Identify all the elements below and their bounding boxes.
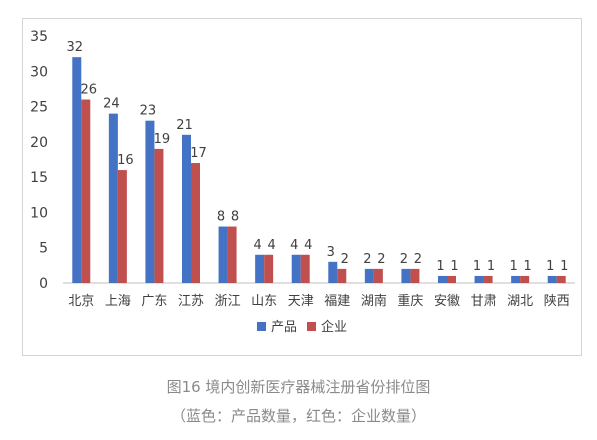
data-label: 3 (327, 245, 335, 260)
data-label: 1 (560, 259, 568, 274)
y-tick-label: 15 (30, 170, 48, 186)
figure-caption-note: （蓝色：产品数量，红色：企业数量） (170, 407, 426, 425)
bar-product (401, 268, 411, 283)
bar-product (218, 226, 228, 283)
data-label: 8 (231, 210, 239, 225)
bar-company (300, 254, 310, 283)
data-label: 1 (524, 259, 532, 274)
data-label: 23 (140, 104, 157, 119)
x-tick-label: 天津 (288, 294, 314, 309)
bar-company (264, 254, 274, 283)
data-label: 1 (546, 259, 554, 274)
bar-product (364, 268, 374, 283)
data-label: 2 (400, 252, 408, 267)
bar-company (191, 163, 200, 283)
data-label: 1 (487, 259, 495, 274)
x-tick-label: 安徽 (434, 294, 460, 309)
data-label: 1 (450, 259, 458, 274)
data-label: 21 (176, 118, 193, 133)
bar-product (72, 57, 82, 283)
x-tick-label: 浙江 (215, 294, 241, 309)
legend-label-company: 企业 (321, 319, 347, 335)
bar-product (547, 275, 557, 283)
y-tick-label: 25 (30, 100, 48, 116)
bar-company (117, 170, 127, 283)
data-label: 2 (363, 252, 371, 267)
legend-swatch-company (307, 322, 316, 331)
bar-product (474, 275, 484, 283)
x-tick-label: 湖南 (361, 293, 387, 309)
bar-product (511, 275, 521, 283)
bar-product (182, 134, 191, 283)
data-label: 17 (190, 146, 207, 161)
x-tick-label: 甘肃 (471, 294, 497, 309)
data-label: 32 (67, 40, 84, 55)
bar-company (227, 226, 237, 283)
bar-company (520, 275, 530, 283)
data-label: 26 (81, 83, 98, 98)
legend-label-product: 产品 (271, 320, 297, 335)
data-label: 8 (217, 210, 225, 225)
data-label: 1 (436, 259, 444, 274)
bar-company (81, 99, 91, 283)
data-label: 2 (414, 252, 422, 267)
x-tick-label: 北京 (68, 294, 94, 309)
x-tick-label: 江苏 (178, 293, 204, 309)
bar-company (410, 268, 420, 283)
y-tick-label: 5 (39, 241, 48, 257)
data-label: 4 (254, 238, 262, 253)
x-tick-label: 福建 (324, 294, 350, 309)
bar-product (108, 113, 118, 283)
bar-company (556, 275, 566, 283)
legend-swatch-product (257, 322, 266, 331)
bar-company (373, 268, 383, 283)
x-tick-label: 湖北 (507, 294, 533, 309)
x-tick-label: 重庆 (397, 293, 423, 309)
y-tick-label: 10 (30, 205, 48, 221)
bar-product (328, 261, 338, 283)
data-label: 1 (473, 259, 481, 274)
bar-product (145, 120, 155, 283)
data-label: 24 (103, 97, 120, 112)
bar-company (154, 148, 164, 283)
y-tick-label: 20 (30, 135, 48, 151)
x-tick-label: 山东 (251, 294, 277, 309)
y-tick-label: 35 (30, 29, 48, 45)
x-tick-label: 陕西 (544, 294, 570, 309)
chart-frame: 0 5 10 15 20 25 30 35 32 26 北京 24 16 上海 23 19 广东 21 17 江苏 8 8… (22, 18, 582, 356)
y-tick-label: 30 (30, 64, 48, 80)
data-label: 4 (304, 238, 312, 253)
data-label: 19 (154, 132, 171, 147)
data-label: 1 (510, 259, 518, 274)
data-label: 4 (268, 238, 276, 253)
data-label: 2 (341, 252, 349, 267)
bar-product (255, 254, 265, 283)
data-label: 16 (117, 153, 134, 168)
bar-company (337, 268, 347, 283)
x-tick-label: 上海 (105, 294, 131, 309)
data-label: 4 (290, 238, 298, 253)
bar-product (291, 254, 301, 283)
x-tick-label: 广东 (141, 294, 167, 309)
bar-product (438, 275, 447, 283)
y-tick-label: 0 (39, 276, 48, 292)
figure-caption: 图16 境内创新医疗器械注册省份排位图 (166, 378, 431, 396)
bar-company (483, 275, 493, 283)
bar-company (447, 275, 456, 283)
data-label: 2 (377, 252, 385, 267)
